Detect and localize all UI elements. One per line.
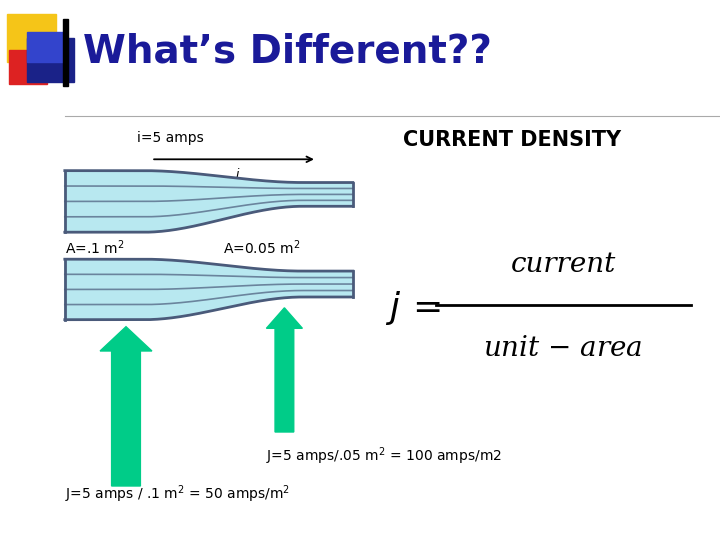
Text: A=0.05 m$^2$: A=0.05 m$^2$ — [223, 239, 300, 257]
Text: unit $-$ area: unit $-$ area — [483, 335, 643, 362]
Polygon shape — [65, 259, 353, 320]
Text: CURRENT DENSITY: CURRENT DENSITY — [403, 130, 621, 151]
FancyArrow shape — [266, 308, 302, 432]
Text: A=.1 m$^2$: A=.1 m$^2$ — [65, 239, 125, 257]
Polygon shape — [65, 171, 353, 232]
Bar — [7, 14, 56, 62]
FancyArrow shape — [100, 327, 152, 486]
Text: $j\,=\,$: $j\,=\,$ — [385, 289, 441, 327]
Bar — [9, 50, 47, 84]
Bar — [27, 32, 67, 62]
Text: What’s Different??: What’s Different?? — [83, 32, 492, 70]
Bar — [27, 38, 74, 82]
Text: J=5 amps / .1 m$^2$ = 50 amps/m$^2$: J=5 amps / .1 m$^2$ = 50 amps/m$^2$ — [65, 483, 290, 505]
Bar — [63, 19, 68, 86]
Text: J=5 amps/.05 m$^2$ = 100 amps/m2: J=5 amps/.05 m$^2$ = 100 amps/m2 — [266, 446, 503, 467]
Text: $i$: $i$ — [235, 167, 240, 181]
Text: i=5 amps: i=5 amps — [137, 131, 204, 145]
Text: current: current — [510, 251, 616, 278]
